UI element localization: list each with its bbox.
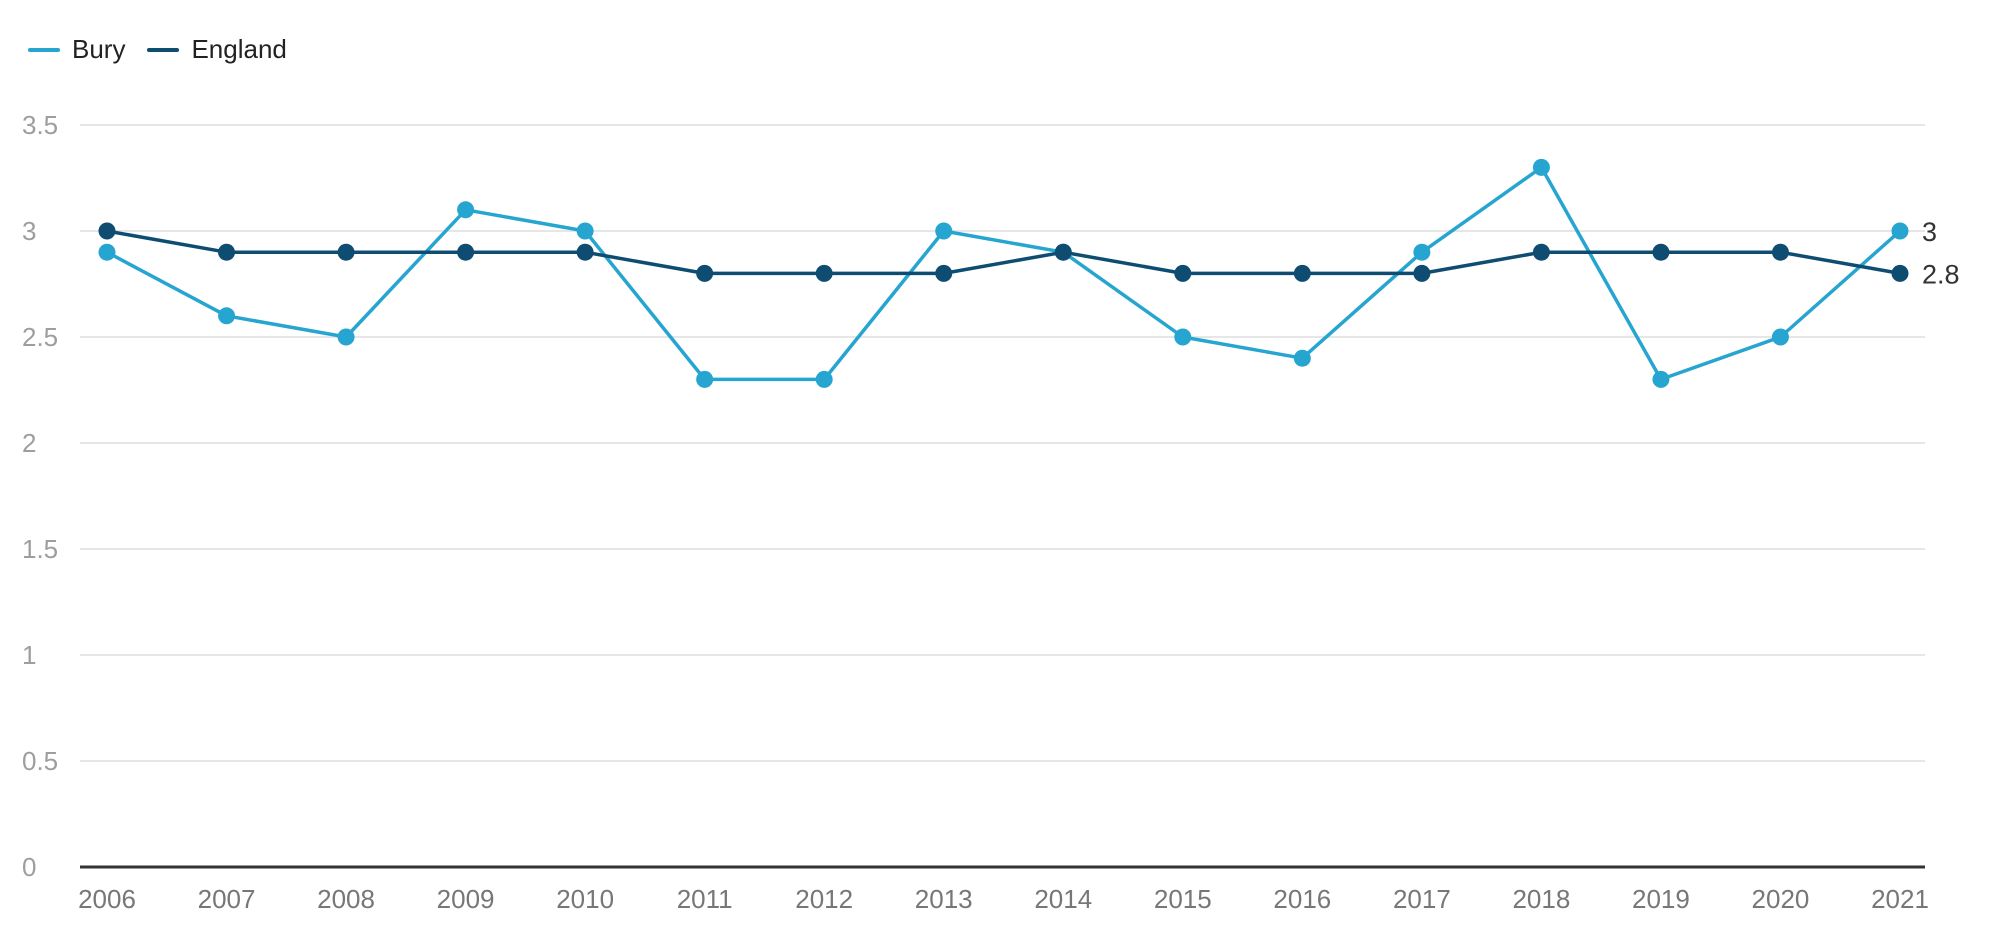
point-england-2016 bbox=[1293, 264, 1311, 282]
legend-swatch-england bbox=[147, 47, 180, 52]
point-england-2011 bbox=[696, 264, 714, 282]
point-england-2008 bbox=[337, 243, 355, 261]
point-england-2019 bbox=[1652, 243, 1670, 261]
x-tick-label-2021: 2021 bbox=[1871, 884, 1929, 914]
y-tick-label-3: 1.5 bbox=[22, 534, 58, 564]
x-tick-label-2012: 2012 bbox=[795, 884, 853, 914]
legend-item-bury[interactable]: Bury bbox=[28, 34, 125, 65]
series-line-england bbox=[106, 229, 1901, 276]
point-bury-2015 bbox=[1174, 328, 1192, 346]
point-england-2017 bbox=[1413, 264, 1431, 282]
point-england-2014 bbox=[1054, 243, 1072, 261]
point-bury-2020 bbox=[1771, 328, 1789, 346]
point-england-2015 bbox=[1174, 264, 1192, 282]
point-bury-2012 bbox=[815, 370, 833, 388]
point-england-2012 bbox=[815, 264, 833, 282]
y-tick-label-0: 0 bbox=[22, 852, 36, 882]
x-tick-label-2015: 2015 bbox=[1154, 884, 1212, 914]
y-tick-label-5: 2.5 bbox=[22, 322, 58, 352]
point-bury-2021 bbox=[1891, 222, 1909, 240]
series-line-bury bbox=[106, 165, 1902, 382]
x-tick-label-2006: 2006 bbox=[78, 884, 136, 914]
x-tick-label-2010: 2010 bbox=[556, 884, 614, 914]
point-england-2021 bbox=[1891, 264, 1909, 282]
legend-label-bury: Bury bbox=[72, 34, 126, 64]
point-bury-2008 bbox=[337, 328, 355, 346]
point-bury-2011 bbox=[696, 370, 714, 388]
end-label-bury: 3 bbox=[1922, 217, 1937, 247]
legend-swatch-bury bbox=[28, 47, 60, 52]
x-tick-label-2019: 2019 bbox=[1632, 884, 1690, 914]
y-tick-label-1: 0.5 bbox=[22, 746, 58, 776]
x-tick-label-2016: 2016 bbox=[1273, 884, 1331, 914]
x-tick-label-2020: 2020 bbox=[1752, 884, 1810, 914]
point-bury-2009 bbox=[457, 201, 475, 219]
point-england-2018 bbox=[1532, 243, 1550, 261]
point-england-2006 bbox=[98, 222, 116, 240]
chart-legend: Bury England bbox=[28, 34, 287, 65]
x-tick-label-2017: 2017 bbox=[1393, 884, 1451, 914]
point-bury-2019 bbox=[1652, 370, 1670, 388]
legend-label-england: England bbox=[191, 34, 287, 64]
point-england-2020 bbox=[1771, 243, 1789, 261]
point-bury-2016 bbox=[1293, 349, 1311, 367]
point-england-2013 bbox=[935, 264, 953, 282]
point-bury-2013 bbox=[935, 222, 953, 240]
x-tick-label-2014: 2014 bbox=[1034, 884, 1092, 914]
point-bury-2017 bbox=[1413, 243, 1431, 261]
point-bury-2006 bbox=[98, 243, 116, 261]
x-tick-label-2007: 2007 bbox=[198, 884, 256, 914]
y-tick-label-2: 1 bbox=[22, 640, 36, 670]
legend-item-england[interactable]: England bbox=[147, 34, 287, 65]
y-tick-label-7: 3.5 bbox=[22, 110, 58, 140]
point-bury-2010 bbox=[576, 222, 594, 240]
x-tick-label-2011: 2011 bbox=[677, 884, 733, 914]
point-bury-2007 bbox=[218, 307, 236, 325]
x-tick-label-2018: 2018 bbox=[1512, 884, 1570, 914]
x-tick-label-2013: 2013 bbox=[915, 884, 973, 914]
y-tick-label-4: 2 bbox=[22, 428, 36, 458]
point-england-2009 bbox=[457, 243, 475, 261]
x-tick-label-2008: 2008 bbox=[317, 884, 375, 914]
point-england-2007 bbox=[218, 243, 236, 261]
point-bury-2018 bbox=[1532, 158, 1550, 176]
point-england-2010 bbox=[576, 243, 594, 261]
y-tick-label-6: 3 bbox=[22, 216, 36, 246]
end-label-england: 2.8 bbox=[1922, 259, 1960, 289]
x-tick-label-2009: 2009 bbox=[437, 884, 495, 914]
